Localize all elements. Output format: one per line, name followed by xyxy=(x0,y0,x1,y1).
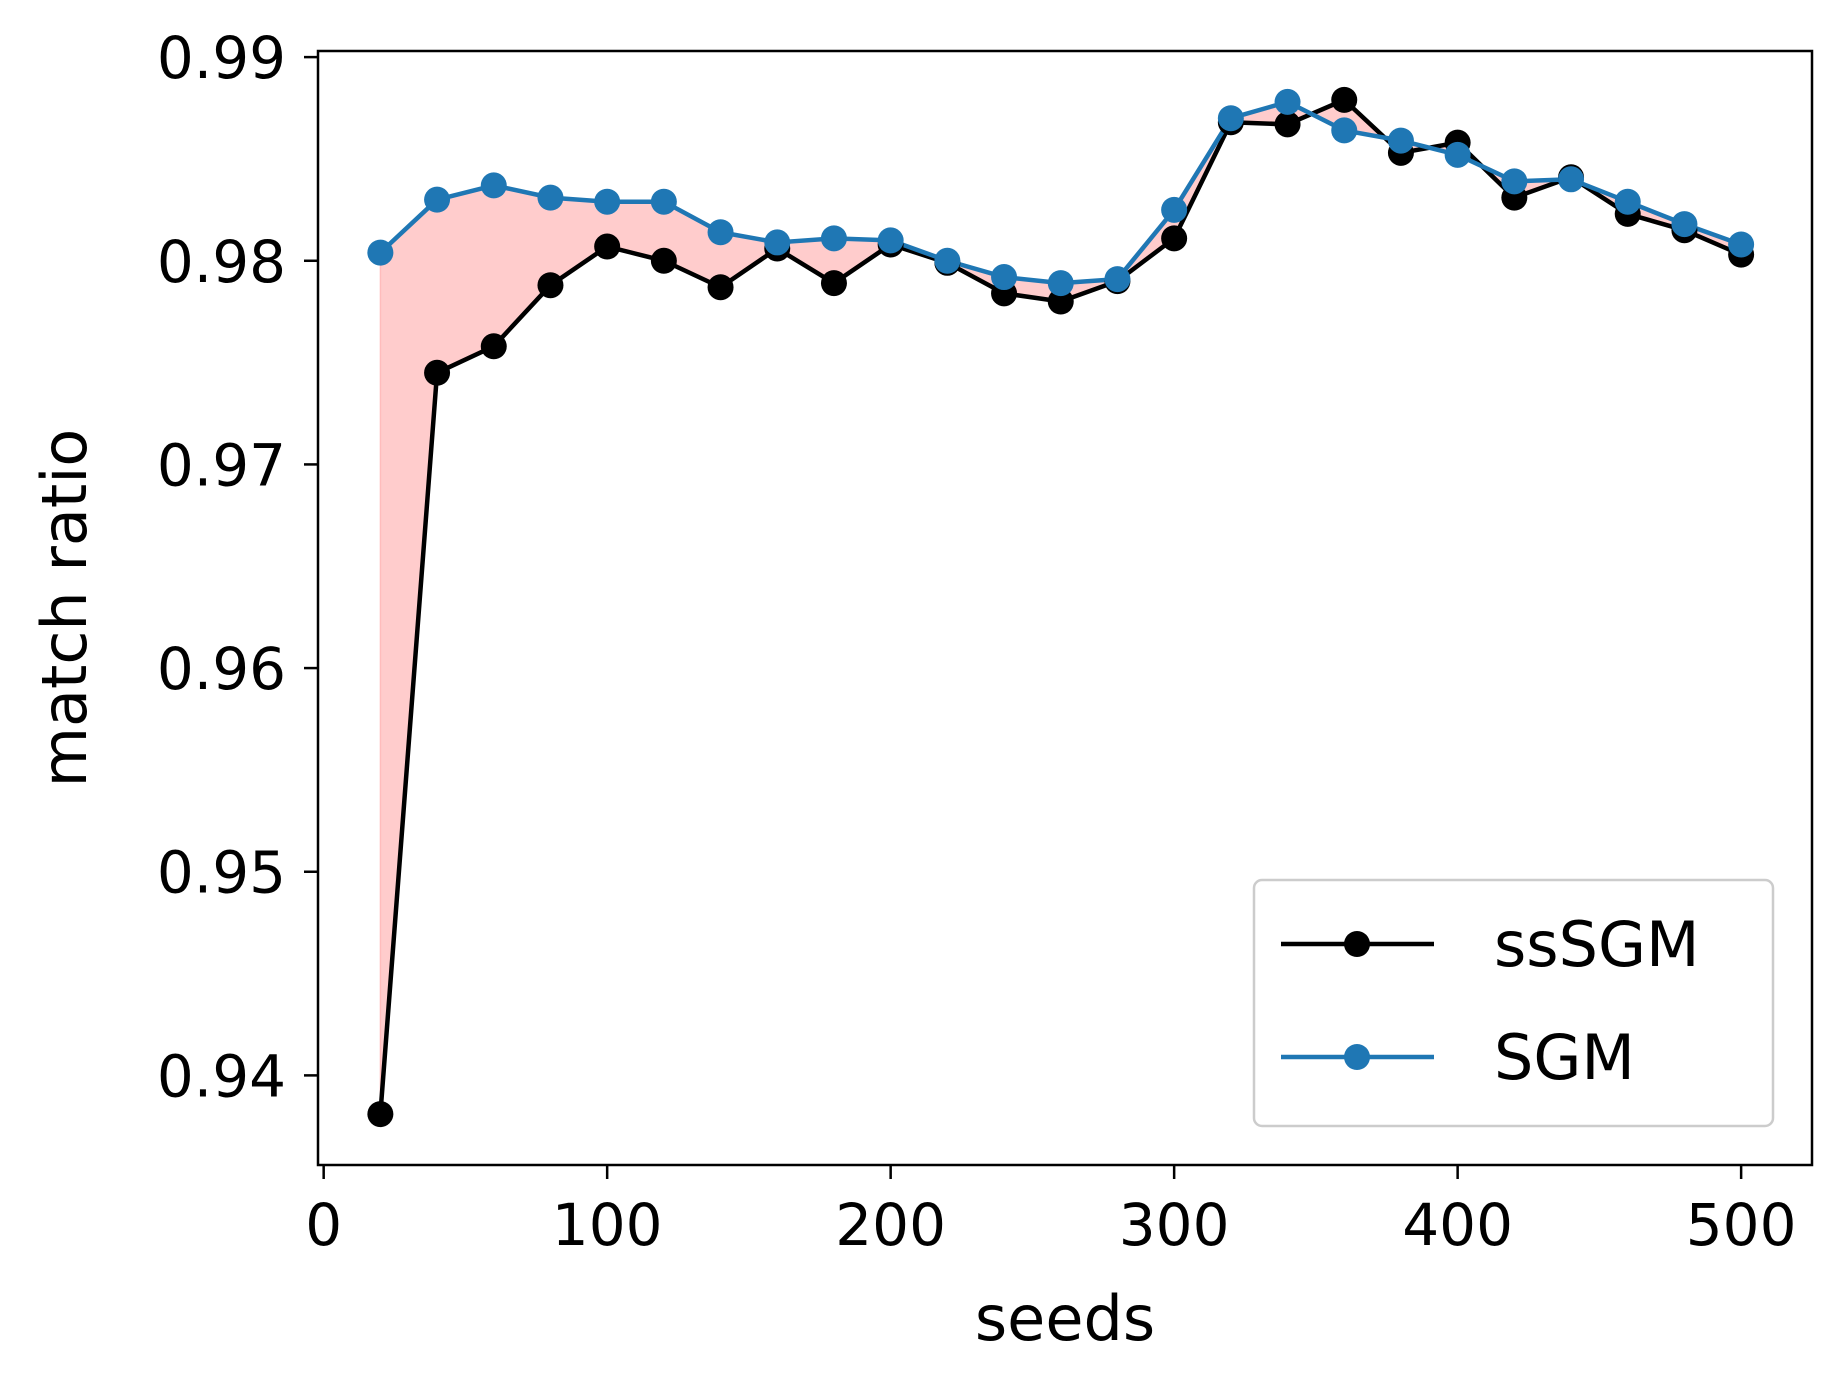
x-tick-label: 300 xyxy=(1119,1191,1230,1259)
legend-items: ssSGM SGM xyxy=(1281,908,1700,1094)
data-point-sgm xyxy=(1671,211,1698,238)
data-point-sssgm xyxy=(650,247,677,274)
data-point-sgm xyxy=(1387,127,1414,154)
legend-marker-sgm xyxy=(1344,1044,1370,1070)
x-tick-label: 500 xyxy=(1686,1191,1797,1259)
data-point-sgm xyxy=(707,219,734,246)
legend-marker-sssgm xyxy=(1344,931,1370,957)
axes-layer xyxy=(316,49,1814,1167)
data-point-sgm xyxy=(991,264,1018,291)
data-point-sgm xyxy=(424,186,451,213)
data-point-sgm xyxy=(1161,196,1188,223)
data-point-sgm xyxy=(1274,88,1301,115)
data-point-sgm xyxy=(650,188,677,215)
data-point-sgm xyxy=(480,172,507,199)
data-point-sssgm xyxy=(820,270,847,297)
data-point-sgm xyxy=(1047,270,1074,297)
data-point-sssgm xyxy=(1161,225,1188,252)
data-point-sgm xyxy=(820,225,847,252)
legend: ssSGM SGM xyxy=(1252,878,1775,1128)
data-point-sssgm xyxy=(1331,86,1358,113)
data-point-sgm xyxy=(1217,105,1244,132)
data-point-sssgm xyxy=(480,333,507,360)
legend-label-sgm: SGM xyxy=(1494,1021,1635,1094)
y-tick-label: 0.94 xyxy=(157,1042,286,1110)
x-tick-label: 200 xyxy=(835,1191,946,1259)
data-point-sssgm xyxy=(1047,288,1074,315)
plot-frame xyxy=(316,49,1814,1167)
data-point-sgm xyxy=(1104,266,1131,293)
x-tick-label: 400 xyxy=(1402,1191,1513,1259)
data-point-sssgm xyxy=(424,359,451,386)
data-point-sssgm xyxy=(707,274,734,301)
x-tick-label: 100 xyxy=(552,1191,663,1259)
data-point-sgm xyxy=(1331,117,1358,144)
data-point-sgm xyxy=(1728,231,1755,258)
data-point-sssgm xyxy=(1274,111,1301,138)
data-point-sgm xyxy=(1444,141,1471,168)
data-point-sssgm xyxy=(594,233,621,260)
y-tick-label: 0.97 xyxy=(157,431,286,499)
legend-label-sssgm: ssSGM xyxy=(1494,908,1700,981)
data-point-sgm xyxy=(594,188,621,215)
data-point-sgm xyxy=(764,229,791,256)
y-tick-label: 0.96 xyxy=(157,635,286,703)
x-ticks: 0 100 200 300 400 500 xyxy=(305,1165,1796,1259)
y-ticks: 0.94 0.95 0.96 0.97 0.98 0.99 xyxy=(157,24,318,1110)
data-point-sssgm xyxy=(367,1101,394,1128)
legend-box xyxy=(1252,878,1775,1128)
y-axis-label: match ratio xyxy=(28,429,101,788)
data-point-sgm xyxy=(877,227,904,254)
data-point-sgm xyxy=(1614,188,1641,215)
data-point-sgm xyxy=(367,239,394,266)
data-point-sgm xyxy=(537,184,564,211)
x-axis-label: seeds xyxy=(975,1282,1155,1355)
y-tick-label: 0.95 xyxy=(157,839,286,907)
y-tick-label: 0.99 xyxy=(157,24,286,92)
data-point-sgm xyxy=(1501,168,1528,195)
x-tick-label: 0 xyxy=(305,1191,342,1259)
data-point-sssgm xyxy=(537,272,564,299)
series-markers-layer xyxy=(367,86,1755,1128)
y-tick-label: 0.98 xyxy=(157,228,286,296)
data-point-sgm xyxy=(934,247,961,274)
data-point-sgm xyxy=(1558,166,1585,193)
